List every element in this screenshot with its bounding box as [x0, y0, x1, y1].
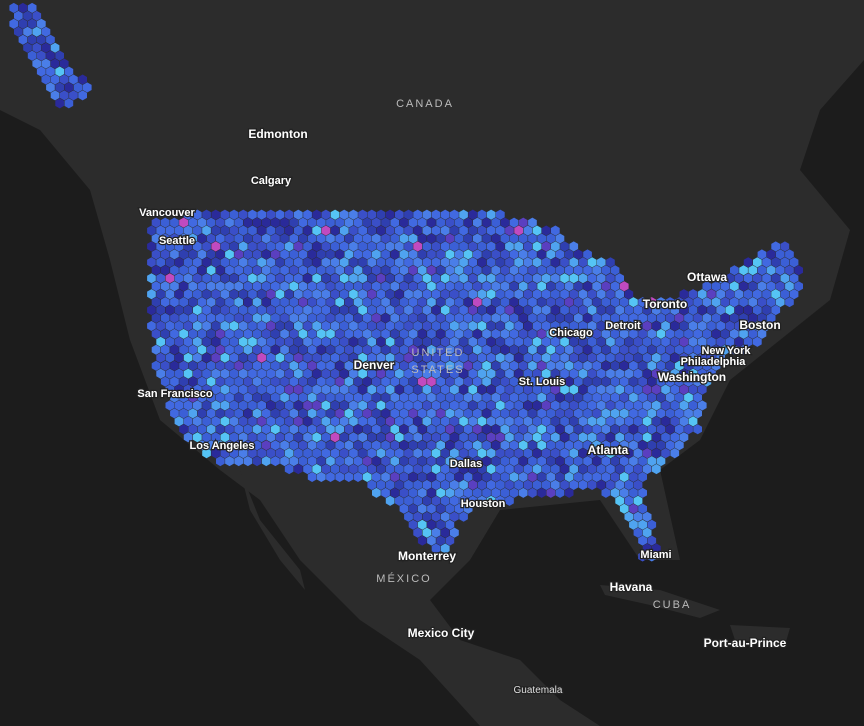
city-label: Toronto [643, 297, 687, 311]
city-label: Miami [640, 549, 671, 561]
land-hispaniola [730, 625, 790, 645]
city-label: Chicago [549, 327, 593, 339]
city-label: Houston [461, 498, 506, 510]
country-label: CANADA [396, 98, 454, 110]
city-label: Vancouver [139, 207, 195, 219]
city-label: Mexico City [408, 626, 475, 640]
city-label: Port-au-Prince [704, 636, 787, 650]
city-label: Atlanta [588, 443, 629, 457]
city-label: Philadelphia [681, 356, 747, 368]
city-label: Seattle [159, 235, 195, 247]
city-label: St. Louis [519, 376, 565, 388]
hexbin [55, 66, 781, 538]
city-label: Calgary [251, 175, 292, 187]
hexbin [32, 10, 794, 562]
country-label: UNITED [412, 347, 465, 359]
hexbin [14, 10, 781, 546]
city-label: Havana [610, 580, 653, 594]
country-label: CUBA [653, 599, 692, 611]
city-label: San Francisco [137, 388, 212, 400]
country-label: STATES [411, 364, 464, 376]
labels: CANADA UNITED STATES MÉXICO CUBA Edmonto… [136, 98, 788, 697]
city-label: Guatemala [514, 685, 563, 696]
city-label: Denver [354, 358, 395, 372]
city-label: Monterrey [398, 549, 456, 563]
hexbin [32, 26, 794, 554]
city-label: New York [701, 345, 751, 357]
land-cuba [600, 585, 720, 618]
city-label: Detroit [605, 320, 641, 332]
hexbin [23, 18, 771, 562]
city-label: Edmonton [248, 127, 307, 141]
city-label: Dallas [450, 458, 482, 470]
hexbin-layer [9, 2, 804, 562]
city-label: Boston [739, 318, 780, 332]
city-label: Los Angeles [190, 440, 255, 452]
city-label: Washington [658, 370, 726, 384]
country-label: MÉXICO [376, 572, 431, 585]
city-label: Ottawa [687, 270, 727, 284]
land-baja [240, 470, 305, 590]
